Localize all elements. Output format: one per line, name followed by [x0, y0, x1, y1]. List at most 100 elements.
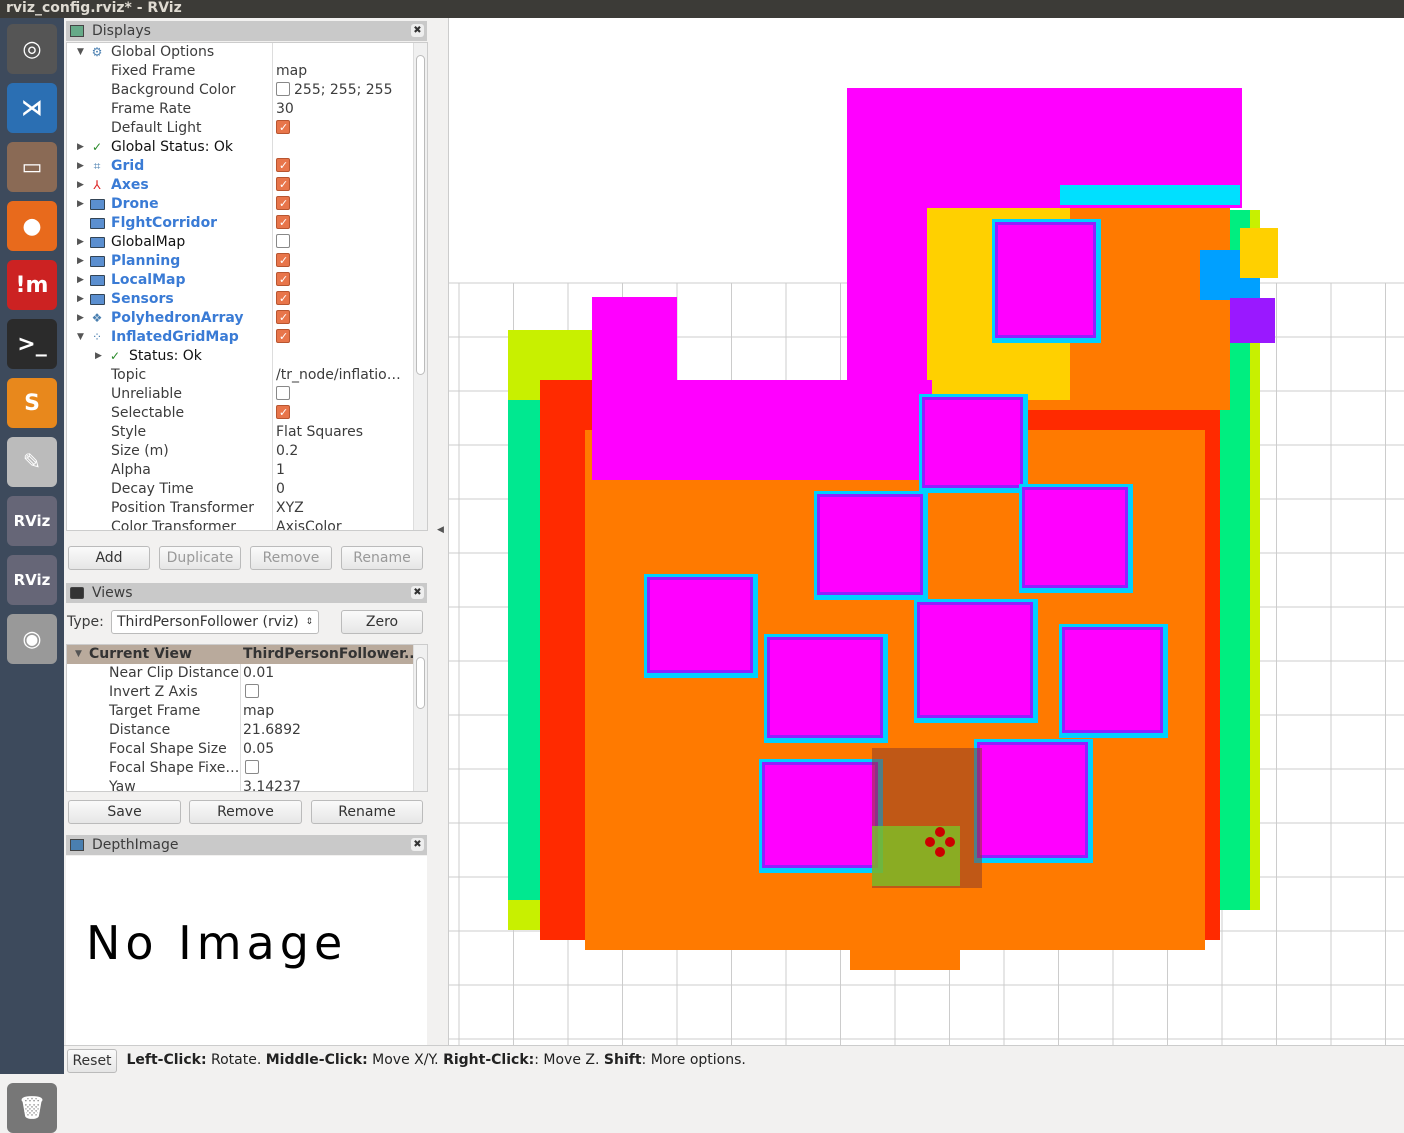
- display-row[interactable]: ▼ ⁘ InflatedGridMap: [67, 327, 427, 347]
- display-row[interactable]: Position Transformer XYZ: [67, 499, 427, 518]
- display-value[interactable]: Flat Squares: [276, 424, 364, 440]
- close-icon[interactable]: ✖: [411, 24, 424, 37]
- sublime-icon[interactable]: S: [7, 378, 57, 428]
- display-value[interactable]: AxisColor: [276, 519, 342, 531]
- display-row[interactable]: Selectable: [67, 403, 427, 423]
- view-property-row[interactable]: Focal Shape Fixe…: [67, 759, 427, 778]
- checkbox[interactable]: [245, 684, 259, 698]
- display-row[interactable]: Color Transformer AxisColor: [67, 518, 427, 531]
- checkbox[interactable]: [276, 156, 290, 175]
- checkbox[interactable]: [276, 118, 290, 137]
- rviz-icon-2[interactable]: RViz: [7, 555, 57, 605]
- display-row[interactable]: ▶ ✓ Status: Ok: [67, 347, 427, 366]
- display-value[interactable]: map: [276, 63, 308, 79]
- expand-arrow-icon[interactable]: ▼: [77, 332, 84, 342]
- checkbox[interactable]: [276, 270, 290, 289]
- checkbox[interactable]: [276, 327, 290, 346]
- collapse-arrow-icon[interactable]: ◀: [437, 525, 444, 535]
- view-property-value[interactable]: map: [243, 703, 275, 719]
- impress-icon[interactable]: !m: [7, 260, 57, 310]
- close-icon[interactable]: ✖: [411, 586, 424, 599]
- duplicate-button[interactable]: Duplicate: [159, 546, 241, 570]
- expand-arrow-icon[interactable]: ▶: [77, 161, 84, 171]
- expand-arrow-icon[interactable]: ▶: [95, 351, 102, 361]
- checkbox[interactable]: [276, 403, 290, 422]
- display-value[interactable]: 1: [276, 462, 285, 478]
- expand-arrow-icon[interactable]: ▶: [77, 180, 84, 190]
- expand-arrow-icon[interactable]: ▶: [77, 237, 84, 247]
- scrollbar[interactable]: [413, 43, 427, 530]
- view-property-value[interactable]: 0.05: [243, 741, 275, 757]
- remove-view-button[interactable]: Remove: [189, 800, 302, 824]
- display-row[interactable]: ▶ ❖ PolyhedronArray: [67, 308, 427, 328]
- display-row[interactable]: ▶ ⌗ Grid: [67, 156, 427, 176]
- display-value[interactable]: /tr_node/inflatio…: [276, 367, 401, 383]
- display-row[interactable]: Background Color 255; 255; 255: [67, 81, 427, 100]
- rename-button[interactable]: Rename: [341, 546, 423, 570]
- displays-tree[interactable]: ▼ ⚙ Global Options Fixed Frame map Background…: [66, 42, 428, 531]
- expand-arrow-icon[interactable]: ▶: [77, 313, 84, 323]
- 3d-view[interactable]: [449, 18, 1404, 1045]
- expand-arrow-icon[interactable]: ▶: [77, 199, 84, 209]
- display-row[interactable]: Fixed Frame map: [67, 62, 427, 81]
- checkbox[interactable]: [276, 289, 290, 308]
- display-value[interactable]: 255; 255; 255: [294, 82, 393, 98]
- scrollbar[interactable]: [413, 645, 427, 791]
- display-row[interactable]: FlghtCorridor: [67, 213, 427, 233]
- checkbox[interactable]: [276, 194, 290, 213]
- display-row[interactable]: Alpha 1: [67, 461, 427, 480]
- firefox-icon[interactable]: ●: [7, 201, 57, 251]
- terminal-icon[interactable]: >_: [7, 319, 57, 369]
- checkbox[interactable]: [276, 251, 290, 270]
- reset-button[interactable]: Reset: [67, 1049, 117, 1073]
- display-row[interactable]: ▶ Sensors: [67, 289, 427, 309]
- display-value[interactable]: 0: [276, 481, 285, 497]
- display-value[interactable]: 30: [276, 101, 294, 117]
- expand-arrow-icon[interactable]: ▶: [77, 142, 84, 152]
- rviz-icon[interactable]: RViz: [7, 496, 57, 546]
- display-row[interactable]: Style Flat Squares: [67, 423, 427, 442]
- expand-arrow-icon[interactable]: ▶: [77, 294, 84, 304]
- views-tree[interactable]: ▼ Current View ThirdPersonFollower... Ne…: [66, 644, 428, 792]
- display-row[interactable]: ▶ Planning: [67, 251, 427, 271]
- checkbox[interactable]: [276, 175, 290, 194]
- add-button[interactable]: Add: [68, 546, 150, 570]
- files-icon[interactable]: ▭: [7, 142, 57, 192]
- view-property-row[interactable]: Near Clip Distance 0.01: [67, 664, 427, 683]
- view-property-value[interactable]: 0.01: [243, 665, 275, 681]
- view-property-row[interactable]: Yaw 3.14237: [67, 778, 427, 792]
- ubuntu-icon[interactable]: ◎: [7, 24, 57, 74]
- view-property-value[interactable]: 3.14237: [243, 779, 301, 792]
- current-view-row[interactable]: ▼ Current View ThirdPersonFollower...: [67, 645, 427, 664]
- zero-button[interactable]: Zero: [341, 610, 423, 634]
- expand-arrow-icon[interactable]: ▼: [75, 649, 82, 659]
- expand-arrow-icon[interactable]: ▶: [77, 275, 84, 285]
- trash-icon[interactable]: 🗑: [7, 1083, 57, 1133]
- display-row[interactable]: Size (m) 0.2: [67, 442, 427, 461]
- display-row[interactable]: Topic/tr_node/inflatio…: [67, 366, 427, 385]
- display-row[interactable]: Default Light: [67, 118, 427, 138]
- checkbox[interactable]: [276, 234, 290, 248]
- close-icon[interactable]: ✖: [411, 838, 424, 851]
- display-row[interactable]: ▶ LocalMap: [67, 270, 427, 290]
- checkbox[interactable]: [276, 386, 290, 400]
- save-view-button[interactable]: Save: [68, 800, 181, 824]
- rename-view-button[interactable]: Rename: [311, 800, 423, 824]
- display-value[interactable]: 0.2: [276, 443, 299, 459]
- view-type-select[interactable]: ThirdPersonFollower (rviz) ⇕: [111, 610, 319, 634]
- display-row[interactable]: ▶ GlobalMap: [67, 233, 427, 252]
- display-row[interactable]: ▼ ⚙ Global Options: [67, 43, 427, 62]
- display-row[interactable]: Unreliable: [67, 385, 427, 404]
- remove-button[interactable]: Remove: [250, 546, 332, 570]
- display-value[interactable]: XYZ: [276, 500, 304, 516]
- disk-icon[interactable]: ◉: [7, 614, 57, 664]
- view-property-row[interactable]: Invert Z Axis: [67, 683, 427, 702]
- checkbox[interactable]: [276, 308, 290, 327]
- display-row[interactable]: ▶ ✓ Global Status: Ok: [67, 138, 427, 157]
- expand-arrow-icon[interactable]: ▶: [77, 256, 84, 266]
- vscode-icon[interactable]: ⋊: [7, 83, 57, 133]
- display-row[interactable]: ▶ ⅄ Axes: [67, 175, 427, 195]
- checkbox[interactable]: [276, 213, 290, 232]
- color-swatch[interactable]: [276, 82, 290, 96]
- view-property-row[interactable]: Focal Shape Size 0.05: [67, 740, 427, 759]
